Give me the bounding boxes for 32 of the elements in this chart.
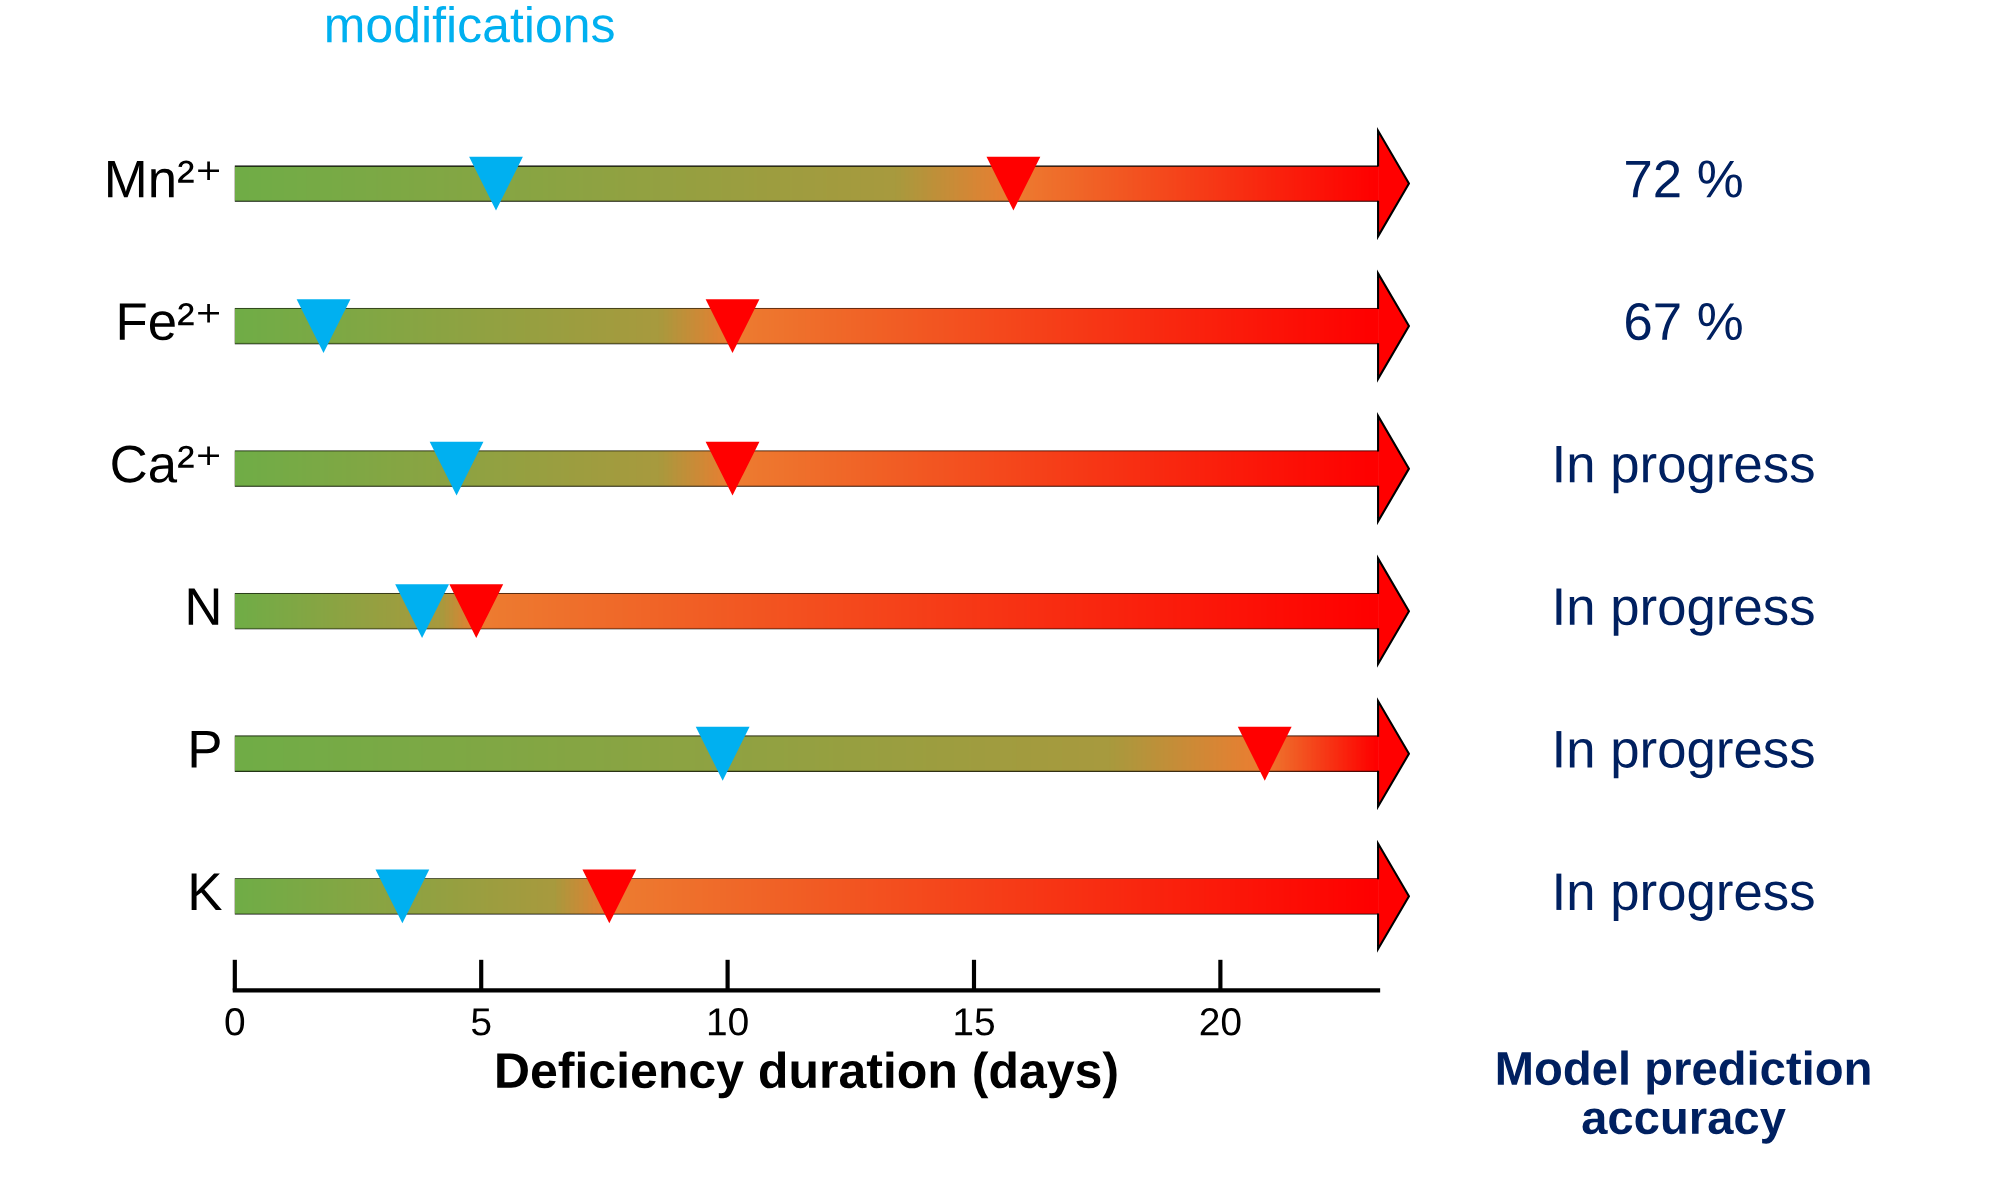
- point: [469, 156, 523, 211]
- text: 72 %: [1626, 160, 1742, 198]
- text: 67 %: [1626, 302, 1742, 341]
- point: [986, 156, 1041, 211]
- text: In progress: [1556, 873, 1814, 921]
- text: modifications: [327, 5, 614, 43]
- y-tick-label: Fe²⁺: [119, 303, 219, 341]
- point: [395, 584, 449, 639]
- y-tick-label: P: [191, 731, 220, 768]
- point: [429, 441, 484, 496]
- text: In progress: [1556, 588, 1814, 636]
- x-axis-title: Deficiency duration (days): [497, 1051, 1117, 1099]
- text: In progress: [1556, 445, 1814, 494]
- point: [449, 584, 504, 639]
- point: [705, 299, 760, 353]
- x-tick-label: 15: [955, 1008, 994, 1036]
- point: [1237, 726, 1292, 781]
- point: [705, 441, 760, 496]
- y-tick-label: N: [188, 588, 219, 625]
- y-tick-label: K: [191, 873, 222, 910]
- point: [296, 299, 351, 353]
- y-tick-label: Mn²⁺: [108, 160, 219, 198]
- text: In progress: [1556, 731, 1814, 779]
- x-tick-label: 0: [225, 1008, 245, 1036]
- text: Model prediction accuracy: [1497, 1050, 1870, 1144]
- point: [582, 869, 637, 924]
- point: [695, 726, 750, 781]
- x-tick-label: 5: [471, 1008, 491, 1036]
- point: [375, 869, 430, 924]
- x-tick-label: 10: [708, 1008, 748, 1036]
- y-tick-label: Ca²⁺: [112, 445, 219, 483]
- x-tick-label: 20: [1200, 1008, 1241, 1036]
